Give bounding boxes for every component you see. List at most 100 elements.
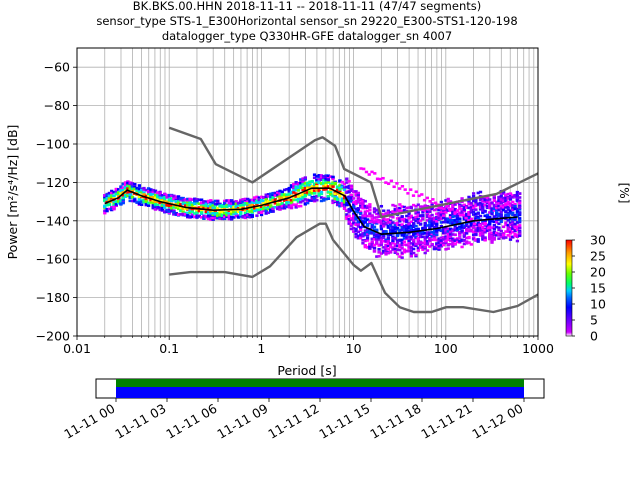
density-cell [292,186,296,189]
density-cell [425,231,430,234]
density-cell [421,241,425,245]
density-cell [462,242,467,246]
density-cell [492,209,496,212]
density-cell [269,210,273,214]
density-cell [384,252,388,256]
density-cell [506,200,510,204]
density-cell [508,195,513,199]
density-cell [160,203,165,207]
density-cell [130,199,135,203]
density-cell [393,243,397,246]
density-cell [347,214,351,218]
density-cell [225,211,229,215]
density-cell [354,235,358,239]
density-cell [165,200,169,204]
density-cell [446,235,450,239]
density-cell [278,193,282,196]
density-cell [146,194,151,197]
density-cell [248,213,252,217]
density-cell [361,233,365,237]
density-cell [278,208,282,211]
density-cell [382,223,386,227]
density-cell [379,243,384,246]
density-cell [317,178,321,181]
density-cell [273,201,278,205]
density-cell [193,200,197,203]
density-cell [292,195,296,199]
density-cell [435,244,439,247]
density-cell [326,190,331,194]
density-cell [287,204,291,207]
density-cell [153,206,158,209]
density-cell [329,191,333,194]
density-cell [435,216,439,219]
density-cell [508,223,513,227]
density-cell [409,242,414,245]
density-cell [273,194,278,197]
density-cell [393,250,397,253]
density-cell [378,177,382,181]
density-cell [227,200,231,204]
density-cell [331,185,335,188]
density-cell [167,193,171,197]
density-cell [292,191,296,194]
density-cell [501,206,506,209]
density-cell [511,205,515,209]
density-cell [142,191,146,194]
density-cell [213,199,218,203]
density-cell [172,206,176,209]
density-cell [439,224,443,228]
density-cell [197,198,201,202]
density-cell [241,200,245,204]
density-cell [264,209,268,213]
density-cell [428,214,432,218]
density-cell [384,240,388,243]
density-cell [250,203,254,207]
density-cell [421,248,425,251]
y-tick-label: −140 [36,213,70,228]
density-cell [130,195,135,199]
density-cell [338,179,342,182]
density-cell [223,217,227,221]
density-cell [352,230,356,233]
density-cell [169,194,174,198]
density-cell [425,224,430,227]
density-cell [248,215,252,219]
density-cell [137,187,142,191]
density-cell [439,200,443,204]
density-cell [345,177,349,181]
density-cell [252,209,257,213]
density-cell [455,214,460,218]
density-cell [488,203,492,207]
density-cell [179,203,183,207]
density-cell [428,223,432,226]
density-cell [259,213,264,217]
density-cell [329,184,333,188]
density-cell [114,189,118,193]
density-cell [151,188,155,192]
density-cell [490,233,494,237]
timeline-coverage-top [116,379,524,387]
density-cell [190,205,195,208]
density-cell [183,198,188,202]
density-cell [153,189,158,193]
density-cell [349,227,354,231]
density-cell [497,233,501,236]
density-cell [156,194,160,197]
density-cell [255,195,259,199]
density-cell [414,224,418,228]
density-cell [423,245,427,249]
density-cell [345,215,349,219]
density-cell [229,212,234,216]
density-cell [495,206,499,210]
density-cell [276,207,280,211]
density-cell [372,236,377,240]
density-cell [259,198,264,202]
density-cell [518,201,522,205]
density-cell [262,196,266,199]
density-cell [497,212,501,216]
density-cell [342,199,347,203]
density-cell [495,200,499,204]
density-cell [418,232,423,236]
density-cell [331,199,335,203]
